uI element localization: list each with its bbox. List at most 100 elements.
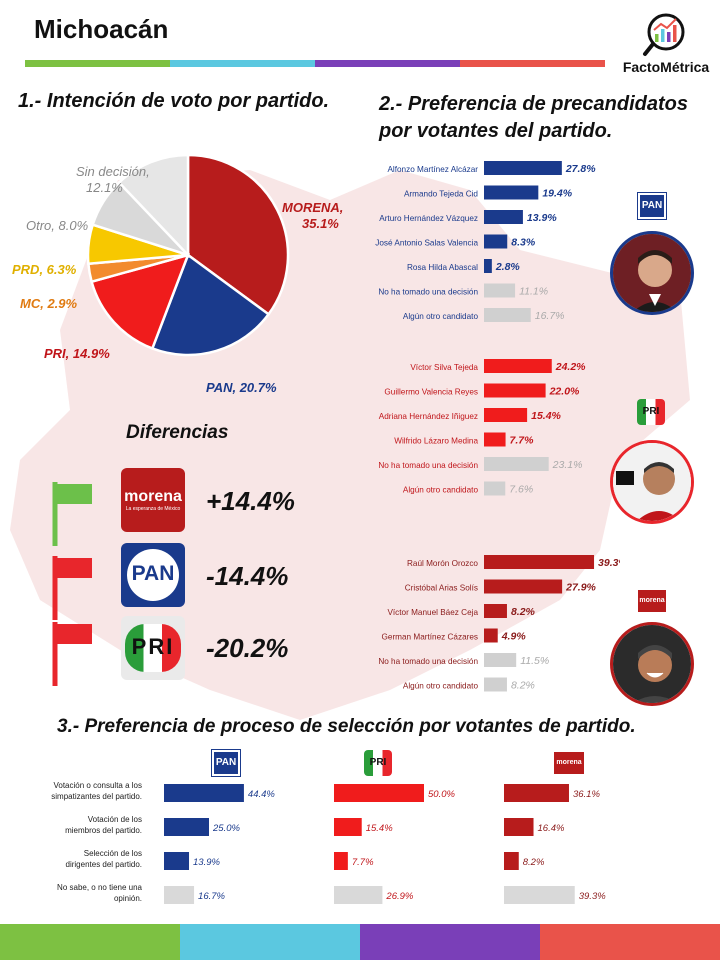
morena-logo: morena La esperanza de México [121,468,185,532]
selection-category-label: No sabe, o no tiene una opinión. [57,883,143,903]
candidate-label: No ha tomado una decisión [378,461,478,470]
candidate-bar [484,628,498,643]
morena-badge-icon: morena [638,590,666,612]
candidate-bar [484,457,549,471]
candidate-value-label: 11.5% [520,655,549,667]
pie-label: Otro, 8.0% [26,218,88,233]
selection-value-label: 15.4% [366,823,393,834]
candidate-value-label: 15.4% [531,410,561,422]
candidate-label: José Antonio Salas Valencia [375,239,478,248]
section-2-title-line1: 2.- Preferencia de precandidatos [379,93,689,115]
candidate-value-label: 7.7% [510,435,535,447]
selection-value-label: 8.2% [523,857,545,868]
candidate-value-label: 7.6% [509,484,533,496]
candidate-value-label: 8.2% [511,606,536,618]
section-2-title-line2: por votantes del partido. [379,120,613,142]
pri-difference: -20.2% [206,633,289,663]
candidate-label: Arturo Hernández Vázquez [379,214,478,223]
candidate-value-label: 13.9% [527,212,557,224]
pie-slice-sin-decisión [117,153,190,259]
candidate-bar [484,210,523,224]
candidate-value-label: 24.2% [555,361,586,373]
selection-value-label: 16.7% [198,891,225,902]
candidate-label: Wilfrido Lázaro Medina [394,437,478,446]
morena-candidate-photo [610,622,694,706]
pie-label: PRI, 14.9% [44,346,110,361]
candidate-label: Armando Tejeda Cid [404,190,478,199]
candidate-label: Cristóbal Arias Solís [405,584,478,593]
pie-slice-morena [186,153,290,317]
pan-difference: -14.4% [206,561,289,591]
selection-category-label: Selección de los dirigentes del partido. [66,849,143,869]
candidate-bar [484,408,528,422]
candidate-label: No ha tomado una decisión [378,288,478,297]
pri-logo: PRI [121,616,185,680]
vote-intention-pie-chart: MORENA, 35.1% PAN, 20.7% PRI, 14.9% MC, 2.9%… [12,153,343,395]
candidate-bar [484,259,492,273]
candidate-bar [484,677,507,692]
header-color-strip [25,60,605,67]
selection-value-label: 36.1% [573,789,600,800]
selection-value-label: 44.4% [248,789,275,800]
selection-category-label: Votación o consulta a los simpatizantes d… [51,781,142,801]
candidate-bar [484,653,517,667]
pri-badge-icon: PRI [364,750,392,776]
selection-value-label: 16.4% [538,823,565,834]
selection-bar [164,818,209,836]
selection-category-label: Votación de los miembros del partido. [65,815,142,835]
candidate-label: Algún otro candidato [403,682,479,691]
selection-value-label: 50.0% [428,789,455,800]
pri-logo-text: PRI [131,634,175,659]
selection-value-label: 13.9% [193,857,220,868]
differences-title: Diferencias [126,422,229,443]
candidate-label: Algún otro candidato [403,312,479,321]
selection-bar [334,886,383,904]
candidate-label: Algún otro candidato [403,486,479,495]
candidate-value-label: 27.8% [565,163,596,175]
candidate-value-label: 2.8% [495,261,521,273]
pan-badge-icon: PAN [211,749,241,777]
selection-value-label: 25.0% [212,823,240,834]
selection-value-label: 39.3% [579,891,606,902]
candidate-preference-bar-charts: Alfonzo Martínez Alcázar 27.8% Armando Tej… [375,161,620,692]
pan-logo-text: PAN [131,562,175,585]
strip-segment [180,924,360,960]
morena-badge-icon: morena [554,752,584,774]
candidate-value-label: 11.1% [519,286,548,298]
candidate-value-label: 16.7% [535,310,565,322]
pan-candidate-photo [610,231,694,315]
candidate-label: No ha tomado una decisión [378,657,478,666]
candidate-value-label: 8.2% [511,680,535,692]
candidate-value-label: 27.9% [565,582,596,594]
selection-bar [164,852,190,870]
candidate-bar [484,161,562,175]
pie-label: PAN, 20.7% [206,380,277,395]
strip-segment [460,60,605,67]
red-flag-icon [50,554,94,622]
pie-label: PRD, 6.3% [12,262,77,277]
selection-bar [334,818,362,836]
candidate-bar [484,604,507,618]
factometrica-logo: FactoMétrica [616,10,716,78]
candidate-value-label: 23.1% [552,459,583,471]
strip-segment [25,60,170,67]
selection-bar [334,784,424,802]
strip-segment [0,924,180,960]
candidate-value-label: 4.9% [501,631,527,643]
selection-bar [504,818,534,836]
strip-segment [315,60,460,67]
selection-bar [164,886,195,904]
candidate-label: Rosa Hilda Abascal [407,263,478,272]
candidate-bar [484,579,563,594]
selection-value-label: 7.7% [352,857,374,868]
selection-bar [504,852,519,870]
strip-segment [360,924,540,960]
logo-magnifier-chart-icon [643,13,685,56]
selection-bar [334,852,348,870]
candidate-value-label: 22.0% [549,386,580,398]
selection-value-label: 26.9% [385,891,413,902]
brand-name: FactoMétrica [622,59,710,75]
candidate-bar [484,234,508,249]
candidate-bar [484,555,595,569]
candidate-label: German Martínez Cázares [382,633,478,642]
